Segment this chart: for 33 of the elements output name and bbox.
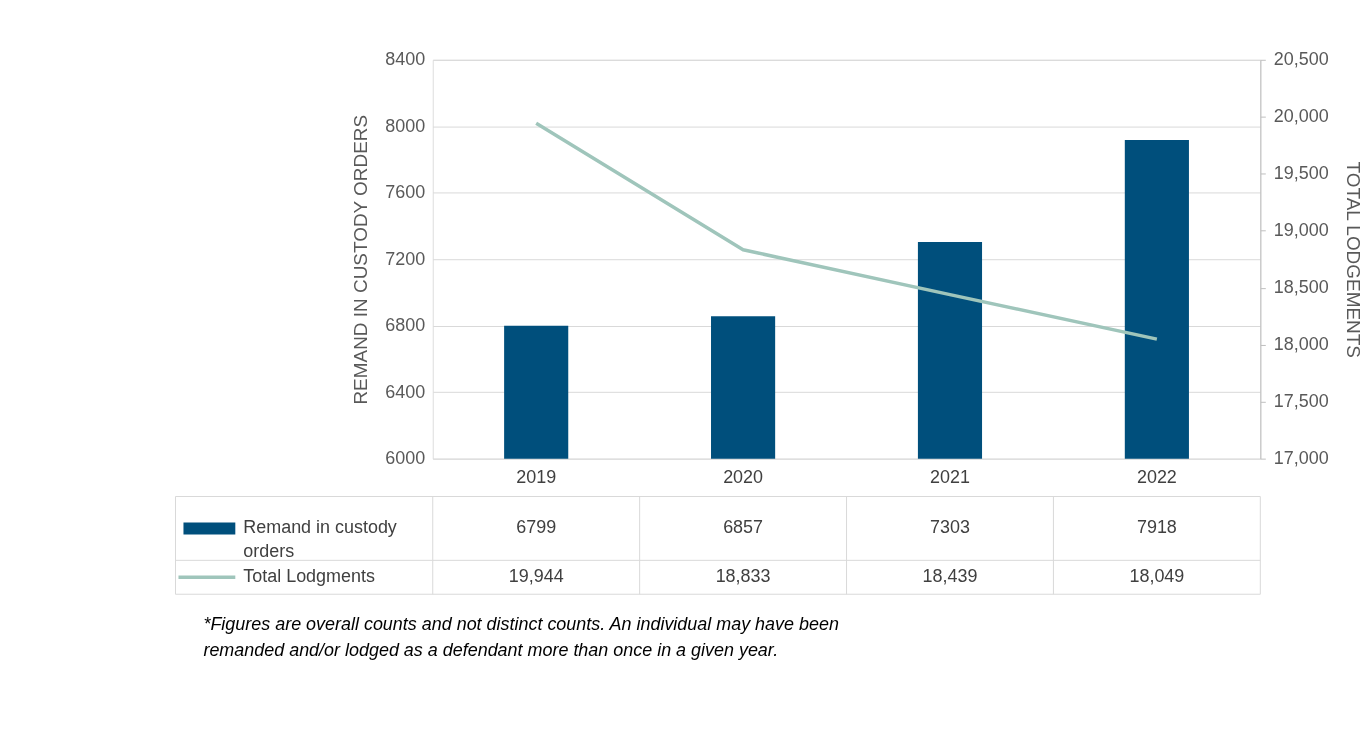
data-label: 6857 (723, 517, 764, 538)
data-label: 6799 (516, 517, 557, 538)
data-label: 7918 (1136, 517, 1177, 538)
y-tick-label: 7200 (385, 248, 426, 269)
y-tick-label: 8000 (385, 115, 426, 136)
data-label: 18,439 (922, 566, 978, 587)
y-tick-label: 7600 (385, 182, 426, 203)
x-tick-label: 2019 (516, 466, 557, 487)
y2-tick-label: 19,000 (1273, 220, 1329, 241)
y2-tick-label: 17,000 (1273, 448, 1329, 469)
y-tick-label: 6800 (385, 315, 426, 336)
y-tick-label: 8400 (385, 49, 426, 70)
y2-tick-label: 18,500 (1273, 277, 1329, 298)
y2-axis-title: TOTAL LODGEMENTS (1342, 161, 1364, 358)
y2-tick-label: 20,500 (1273, 49, 1329, 70)
data-label: 19,944 (508, 566, 564, 587)
y2-tick-label: 18,000 (1273, 334, 1329, 355)
y2-tick-label: 19,500 (1273, 163, 1329, 184)
line-series (534, 121, 1159, 341)
legend-label: Remand in custody orders (243, 517, 397, 562)
data-label: 18,049 (1129, 566, 1185, 587)
y-tick-label: 6400 (385, 381, 426, 402)
y2-tick-label: 17,500 (1273, 391, 1329, 412)
x-tick-label: 2021 (930, 466, 970, 487)
y-tick-label: 6000 (385, 448, 426, 469)
text: *Figures are overall counts and not distinct counts. An individual may have been remanded and/or lodged as a defendant more than once in a given year. (203, 614, 839, 661)
x-tick-label: 2022 (1136, 466, 1177, 487)
y2-tick-label: 20,000 (1273, 106, 1329, 127)
data-label: 7303 (930, 517, 970, 538)
y-axis-title: REMAND IN CUSTODY ORDERS (350, 114, 372, 405)
data-label: 18,833 (715, 566, 771, 587)
x-tick-label: 2020 (723, 466, 764, 487)
legend-label: Total Lodgments (243, 566, 375, 587)
